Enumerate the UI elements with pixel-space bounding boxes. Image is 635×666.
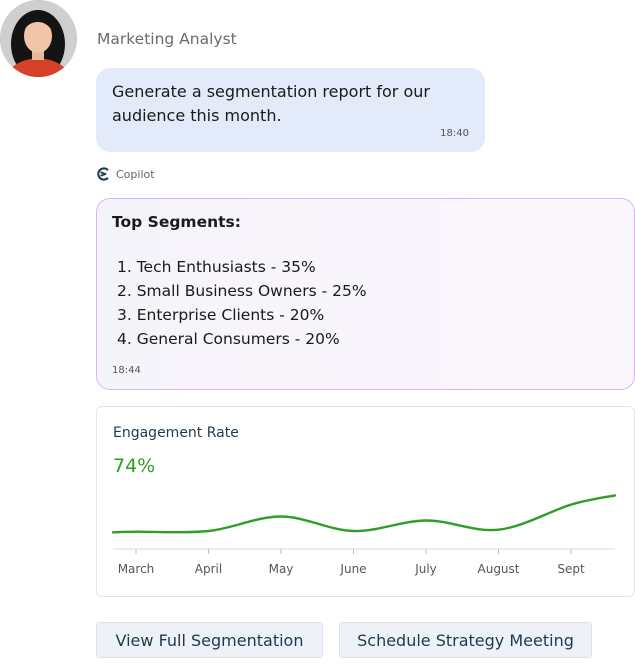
- x-tick-label: Sept: [557, 562, 585, 576]
- engagement-title: Engagement Rate: [113, 425, 239, 441]
- copilot-icon: [97, 167, 109, 181]
- segment-item: 2. Small Business Owners - 25%: [117, 282, 367, 300]
- copilot-label: Copilot: [96, 166, 155, 182]
- x-tick-label: May: [269, 562, 294, 576]
- copilot-name: Copilot: [116, 167, 155, 181]
- engagement-chart: March April May June July August Sept: [111, 494, 617, 576]
- user-avatar: [0, 0, 77, 77]
- assistant-message-title: Top Segments:: [112, 213, 241, 231]
- segment-list: 1. Tech Enthusiasts - 35% 2. Small Busin…: [112, 255, 619, 351]
- engagement-line: [111, 494, 617, 534]
- engagement-card: Engagement Rate 74% March April May June Jul…: [96, 406, 635, 597]
- assistant-message-time: 18:44: [112, 365, 141, 376]
- x-tick-label: July: [414, 562, 437, 576]
- user-message-time: 18:40: [440, 128, 469, 139]
- user-name: Marketing Analyst: [97, 30, 237, 48]
- user-message-bubble: Generate a segmentation report for our a…: [96, 68, 485, 152]
- user-message-text: Generate a segmentation report for our a…: [112, 82, 430, 125]
- avatar-image: [0, 0, 77, 77]
- segment-item: 4. General Consumers - 20%: [117, 330, 340, 348]
- engagement-value: 74%: [113, 455, 156, 477]
- assistant-message-bubble: Top Segments: 1. Tech Enthusiasts - 35% …: [96, 198, 635, 390]
- x-tick-label: March: [118, 562, 155, 576]
- x-tick-label: April: [195, 562, 222, 576]
- view-full-segmentation-button[interactable]: View Full Segmentation: [96, 622, 323, 658]
- x-tick-label: June: [339, 562, 366, 576]
- segment-item: 1. Tech Enthusiasts - 35%: [117, 258, 316, 276]
- x-tick-label: August: [478, 562, 520, 576]
- schedule-strategy-meeting-button[interactable]: Schedule Strategy Meeting: [339, 622, 592, 658]
- segment-item: 3. Enterprise Clients - 20%: [117, 306, 325, 324]
